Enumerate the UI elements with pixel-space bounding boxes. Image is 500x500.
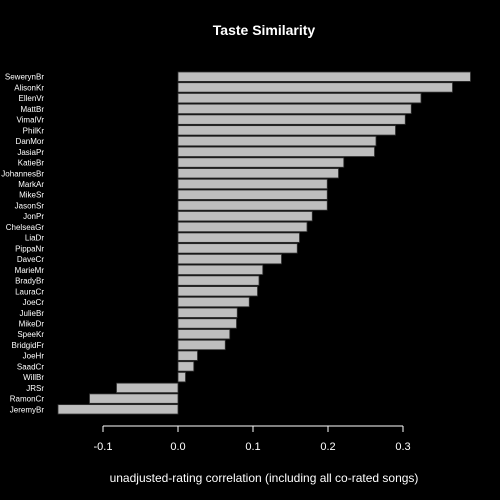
bar-LauraCr bbox=[177, 286, 258, 297]
bar-BridgidFr bbox=[177, 339, 226, 351]
category-label: MikeSr bbox=[19, 191, 44, 200]
x-tick-label: 0.1 bbox=[245, 441, 260, 453]
bar-SewerynBr bbox=[177, 71, 471, 82]
category-label: AlisonKr bbox=[14, 83, 44, 92]
category-label: DanMor bbox=[16, 137, 45, 146]
bar-JRSr bbox=[116, 382, 179, 393]
bar-MarkAr bbox=[177, 178, 328, 190]
category-label: JonPr bbox=[23, 212, 44, 221]
x-tick-label: 0.3 bbox=[395, 441, 410, 453]
bar-ChelseaGr bbox=[177, 221, 308, 233]
bar-MarieMr bbox=[177, 264, 264, 275]
bar-SaadCr bbox=[177, 361, 195, 372]
x-tick-label: 0.0 bbox=[170, 441, 185, 453]
bar-JasiaPr bbox=[177, 146, 375, 157]
bar-PippaNr bbox=[177, 243, 298, 254]
category-label: SewerynBr bbox=[5, 73, 44, 82]
bar-EllenVr bbox=[177, 93, 422, 104]
bar-DaveCr bbox=[177, 254, 282, 265]
category-label: MarieMr bbox=[15, 266, 45, 275]
category-label: KatieBr bbox=[18, 159, 45, 168]
bar-MikeSr bbox=[177, 189, 328, 200]
bar-DanMor bbox=[177, 135, 377, 147]
category-label: LauraCr bbox=[15, 287, 44, 296]
category-label: EllenVr bbox=[19, 94, 45, 103]
bar-RamonCr bbox=[89, 393, 179, 404]
category-label: RamonCr bbox=[10, 395, 45, 404]
x-axis-label: unadjusted-rating correlation (including… bbox=[110, 471, 419, 485]
bar-LiaDr bbox=[177, 232, 300, 243]
category-label: ChelseaGr bbox=[6, 223, 45, 232]
bar-VimalVr bbox=[177, 114, 406, 125]
category-label: JoeHr bbox=[23, 352, 45, 361]
bar-JohannesBr bbox=[177, 168, 339, 179]
category-label: SpeeKr bbox=[17, 330, 44, 339]
category-label: BradyBr bbox=[15, 277, 44, 286]
category-label: JasonSr bbox=[15, 201, 45, 210]
bar-WillBr bbox=[177, 372, 186, 383]
category-label: JoeCr bbox=[23, 298, 45, 307]
category-label: JeremyBr bbox=[10, 405, 45, 414]
bar-JonPr bbox=[177, 211, 313, 222]
category-label: JRSr bbox=[26, 384, 44, 393]
category-label: JohannesBr bbox=[1, 169, 44, 178]
category-label: MikeDr bbox=[19, 319, 45, 328]
category-label: PippaNr bbox=[15, 244, 44, 253]
bar-PhilKr bbox=[177, 125, 396, 136]
category-label: LiaDr bbox=[25, 234, 44, 243]
category-label: WillBr bbox=[23, 373, 44, 382]
bars-group bbox=[57, 71, 471, 415]
bar-JoeCr bbox=[177, 296, 250, 308]
bar-JeremyBr bbox=[57, 404, 179, 415]
bar-JulieBr bbox=[177, 307, 238, 318]
x-tick-label: -0.1 bbox=[94, 441, 113, 453]
bar-MattBr bbox=[177, 103, 412, 114]
bar-JoeHr bbox=[177, 350, 198, 361]
category-label: DaveCr bbox=[17, 255, 44, 264]
bar-KatieBr bbox=[177, 157, 345, 168]
bar-BradyBr bbox=[177, 275, 260, 286]
category-label: SaadCr bbox=[17, 362, 44, 371]
x-axis: -0.1 0.0 0.1 0.2 0.3 bbox=[94, 425, 411, 453]
category-label: VimalVr bbox=[16, 116, 44, 125]
category-label: PhilKr bbox=[23, 126, 45, 135]
category-label: MarkAr bbox=[18, 180, 44, 189]
category-label: JasiaPr bbox=[17, 148, 44, 157]
bar-AlisonKr bbox=[177, 82, 453, 93]
bar-SpeeKr bbox=[177, 329, 231, 340]
x-tick-label: 0.2 bbox=[320, 441, 335, 453]
category-label: BridgidFr bbox=[12, 341, 45, 350]
category-label: JulieBr bbox=[20, 309, 45, 318]
chart-title: Taste Similarity bbox=[213, 22, 316, 38]
bar-JasonSr bbox=[177, 200, 328, 211]
bar-MikeDr bbox=[177, 318, 237, 329]
category-label: MattBr bbox=[20, 105, 44, 114]
